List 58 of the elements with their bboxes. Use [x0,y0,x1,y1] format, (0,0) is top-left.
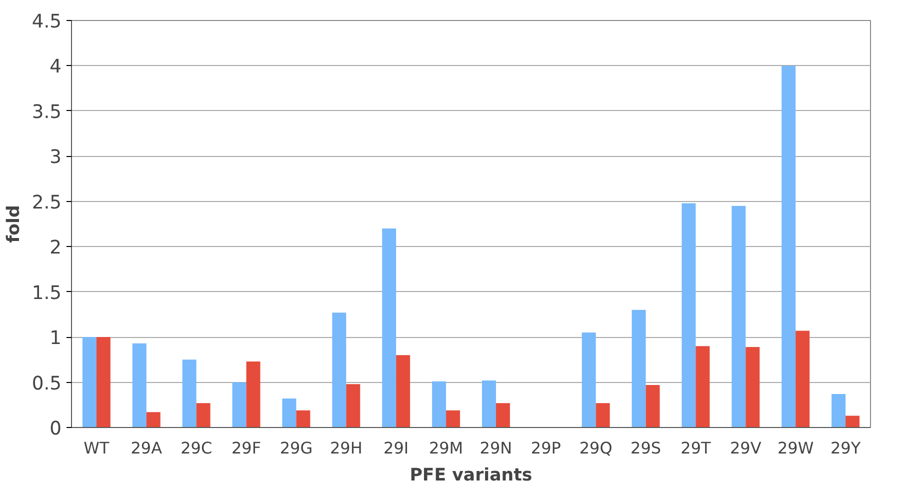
bar [482,380,496,428]
x-tick-label: 29W [778,438,814,458]
bar [746,347,760,428]
x-tick-label: 29A [130,438,162,458]
y-tick-label: 1.5 [32,282,62,304]
bar [282,398,296,428]
bar [432,381,446,428]
bar [396,355,410,428]
bar [646,384,660,428]
x-tick-label: 29C [180,438,212,458]
bar [146,412,160,428]
x-tick-label: 29Q [579,438,612,458]
x-tick-label: 29M [428,438,464,458]
y-tick-label: 2 [50,238,62,259]
y-tick-label: 3 [50,147,62,168]
y-axis-title: fold [4,205,24,243]
x-tick-label: 29P [530,438,562,458]
x-tick-label: 29N [480,438,512,458]
bar [182,360,196,428]
bar [796,330,810,428]
bar [846,416,860,428]
bar [446,410,460,428]
y-tick-label: 3.5 [32,102,62,123]
x-tick-label: WT [84,438,110,458]
bar [96,337,110,428]
y-tick-label: 1 [50,328,62,350]
y-tick-label: 0.5 [32,373,62,394]
bar [332,312,346,428]
x-tick-label: 29G [280,438,313,458]
y-tick-label: 2.5 [32,192,62,214]
x-axis-title: PFE variants [410,466,532,486]
bar [382,228,396,428]
bar [582,332,596,428]
bar [682,203,696,428]
x-tick-label: 29T [680,438,712,458]
bar [296,410,310,428]
x-tick-label: 29S [630,438,662,458]
bar [232,382,246,428]
bar [346,384,360,428]
bar [496,403,510,428]
y-tick-label: 4 [50,56,62,78]
bar [596,403,610,428]
bar [732,206,746,428]
x-tick-label: 29F [232,438,262,458]
bar [82,337,96,428]
y-tick-label: 4.5 [32,12,62,32]
x-tick-label: 29V [730,438,762,458]
bar [132,343,146,428]
x-tick-label: 29Y [830,438,861,458]
bar [246,361,260,428]
bar [832,394,846,428]
bar [196,403,210,428]
x-tick-label: 29I [384,438,409,458]
bar [696,346,710,428]
bar [782,66,796,428]
x-tick-label: 29H [330,438,362,458]
bar [632,310,646,428]
y-tick-label: 0 [50,418,62,440]
